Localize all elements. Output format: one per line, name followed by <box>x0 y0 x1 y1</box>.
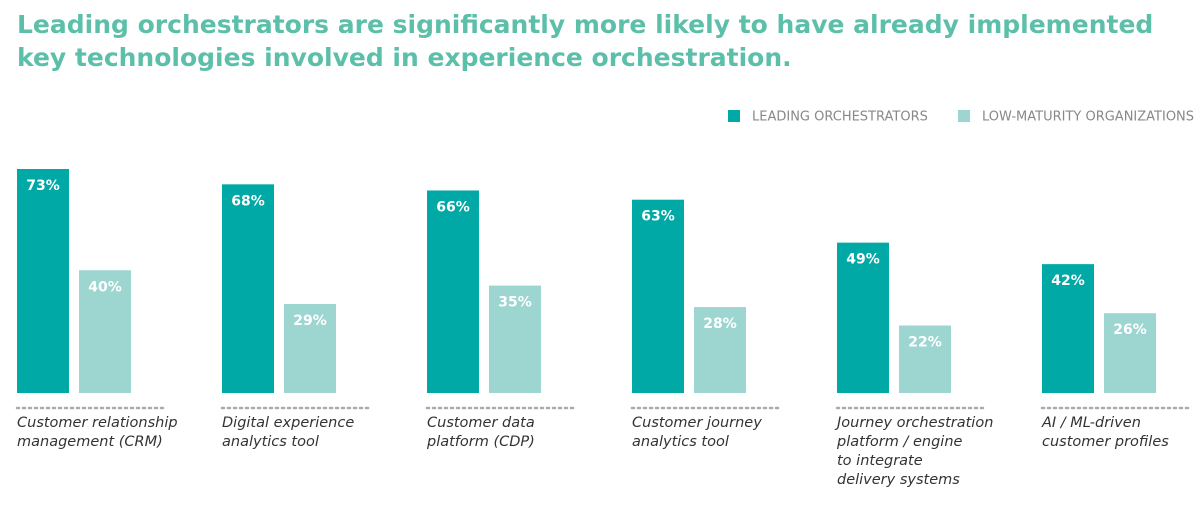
chart-title: Leading orchestrators are significantly … <box>17 10 1154 72</box>
value-label: 28% <box>703 316 737 332</box>
bar <box>837 242 889 393</box>
value-label: 49% <box>846 252 880 268</box>
category-label: Customer relationship management (CRM) <box>17 415 178 450</box>
value-label: 66% <box>436 199 470 215</box>
bar <box>222 184 274 393</box>
category-label: Journey orchestration platform / engine … <box>837 415 994 488</box>
legend-swatch <box>728 110 740 122</box>
bar <box>899 325 951 393</box>
category-label: Customer journey analytics tool <box>632 415 762 450</box>
value-label: 35% <box>498 295 532 311</box>
bar <box>489 285 541 393</box>
value-label: 40% <box>88 279 122 295</box>
value-label: 22% <box>908 334 942 350</box>
bar <box>284 304 336 393</box>
value-label: 63% <box>641 209 675 225</box>
value-label: 42% <box>1051 273 1085 289</box>
bar <box>79 270 131 393</box>
bar <box>632 199 684 393</box>
value-label: 73% <box>26 178 60 194</box>
bar <box>694 307 746 393</box>
bar <box>17 169 69 393</box>
value-label: 29% <box>293 313 327 329</box>
legend-label: LEADING ORCHESTRATORS <box>752 110 928 125</box>
category-label: Digital experience analytics tool <box>222 415 355 450</box>
legend-swatch <box>958 110 970 122</box>
category-label: AI / ML-driven customer profiles <box>1042 415 1169 450</box>
bar <box>1104 313 1156 393</box>
bar <box>427 190 479 393</box>
value-label: 26% <box>1113 322 1147 338</box>
value-label: 68% <box>231 193 265 209</box>
category-label: Customer data platform (CDP) <box>427 415 535 450</box>
bar <box>1042 264 1094 393</box>
legend-label: LOW-MATURITY ORGANIZATIONS <box>982 110 1194 125</box>
